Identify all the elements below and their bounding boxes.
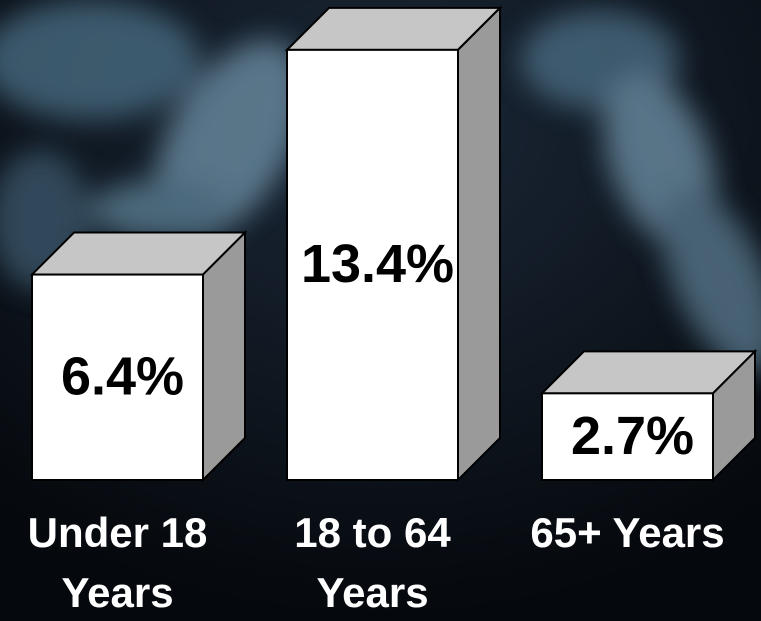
x-tick-label: 18 to 64 Years bbox=[253, 503, 493, 621]
bar-side bbox=[458, 8, 500, 480]
bar-side bbox=[203, 233, 245, 480]
value-label: 2.7% bbox=[571, 406, 694, 466]
value-label: 6.4% bbox=[61, 347, 184, 407]
chart: 6.4% 13.4% 2.7% Under 18 Years18 to 64 Yea… bbox=[0, 0, 761, 621]
x-tick-label: 65+ Years bbox=[508, 503, 748, 563]
value-label: 13.4% bbox=[301, 234, 454, 294]
x-tick-label: Under 18 Years bbox=[0, 503, 238, 621]
